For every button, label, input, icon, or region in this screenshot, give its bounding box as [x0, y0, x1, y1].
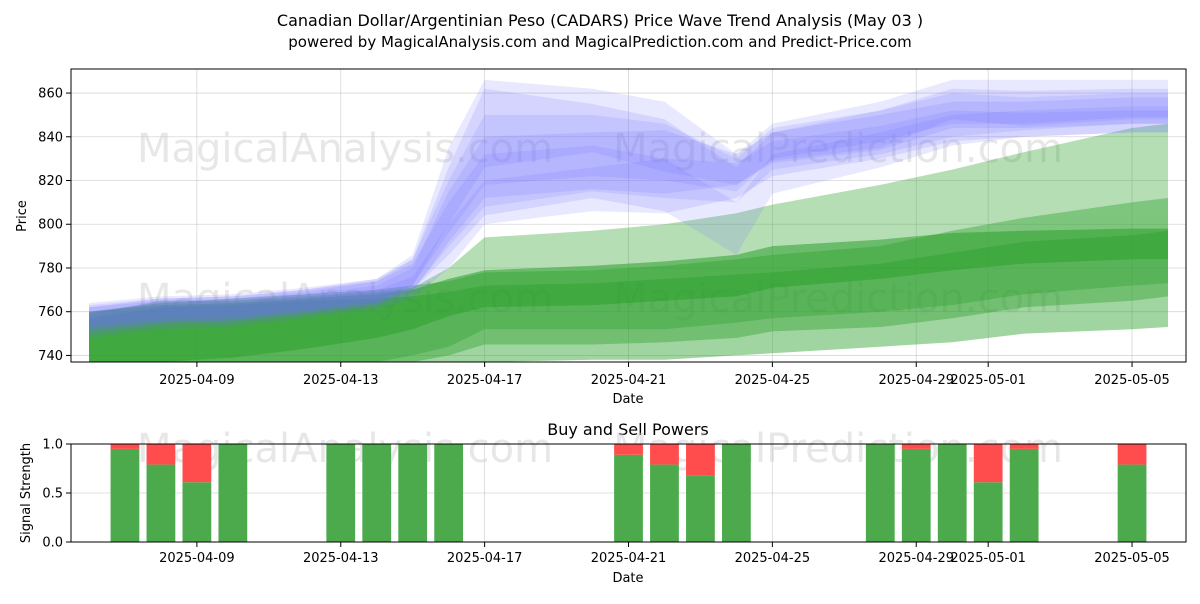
- signal-panel: Buy and Sell Powers MagicalAnalysis.com …: [19, 420, 1187, 586]
- green-band-3: [89, 228, 1168, 362]
- signal-x-tick-label: 2025-04-09: [159, 551, 235, 566]
- buy-bar: [973, 482, 1003, 542]
- watermark-prediction: MagicalPrediction.com: [613, 126, 1063, 172]
- price-gridlines: [71, 69, 1186, 362]
- price-y-tick-label: 780: [38, 261, 63, 276]
- sell-bar: [973, 444, 1003, 483]
- price-y-tick-label: 740: [38, 349, 63, 364]
- signal-y-tick-label: 0.0: [42, 536, 63, 551]
- blue-band-4: [89, 106, 1168, 327]
- sell-bar: [650, 444, 679, 465]
- signal-y-tick-label: 0.5: [42, 487, 63, 502]
- price-x-tick-label: 2025-05-01: [950, 373, 1026, 388]
- chart-subtitle: powered by MagicalAnalysis.com and Magic…: [288, 33, 912, 51]
- buy-bar: [362, 444, 392, 542]
- sell-bar: [614, 444, 643, 455]
- sell-bar: [110, 444, 140, 449]
- blue-band-1: [89, 97, 1168, 334]
- blue-band-2: [89, 93, 1168, 325]
- price-x-tick-label: 2025-05-05: [1094, 373, 1170, 388]
- price-y-axis-label: Price: [15, 200, 30, 232]
- blue-band-3: [89, 110, 1168, 338]
- signal-x-axis-label: Date: [612, 571, 643, 586]
- buy-bar: [1117, 464, 1147, 542]
- sell-bar: [1009, 444, 1039, 449]
- buy-bar: [326, 444, 356, 542]
- signal-y-ticks: 0.0 0.5 1.0: [42, 438, 71, 551]
- sell-bar: [901, 444, 931, 449]
- signal-bars: [110, 444, 1147, 542]
- buy-bar: [398, 444, 428, 542]
- sell-bar: [182, 444, 212, 483]
- chart-title: Canadian Dollar/Argentinian Peso (CADARS…: [277, 11, 923, 30]
- price-x-tick-label: 2025-04-25: [735, 373, 811, 388]
- signal-x-tick-label: 2025-04-17: [447, 551, 523, 566]
- signal-y-tick-label: 1.0: [42, 438, 63, 453]
- signal-y-axis-label: Signal Strength: [19, 443, 34, 543]
- sell-bar: [686, 444, 715, 476]
- signal-panel-title: Buy and Sell Powers: [547, 420, 709, 439]
- sell-bar: [1117, 444, 1147, 465]
- price-x-tick-label: 2025-04-21: [591, 373, 667, 388]
- price-x-tick-label: 2025-04-13: [303, 373, 379, 388]
- buy-bar: [650, 464, 679, 542]
- price-x-tick-label: 2025-04-17: [447, 373, 523, 388]
- signal-x-tick-label: 2025-04-29: [878, 551, 954, 566]
- buy-bar: [722, 444, 751, 542]
- signal-x-tick-label: 2025-05-01: [950, 551, 1026, 566]
- price-y-tick-label: 800: [38, 218, 63, 233]
- buy-bar: [614, 454, 643, 542]
- price-y-ticks: 740 760 780 800 820 840 860: [38, 87, 71, 364]
- price-y-tick-label: 760: [38, 305, 63, 320]
- sell-bar: [146, 444, 176, 465]
- buy-bar: [182, 482, 212, 542]
- price-bands: [89, 79, 1168, 362]
- buy-bar: [218, 444, 248, 542]
- price-panel: MagicalAnalysis.com MagicalPrediction.co…: [15, 68, 1187, 407]
- buy-bar: [110, 448, 140, 542]
- price-y-tick-label: 860: [38, 87, 63, 102]
- buy-bar: [434, 444, 464, 542]
- price-y-tick-label: 840: [38, 130, 63, 145]
- price-x-tick-label: 2025-04-09: [159, 373, 235, 388]
- buy-bar: [686, 475, 715, 542]
- watermark-analysis: MagicalAnalysis.com: [137, 126, 553, 172]
- blue-band-5: [89, 79, 1168, 332]
- price-x-ticks: 2025-04-09 2025-04-13 2025-04-17 2025-04-21…: [159, 362, 1170, 388]
- price-x-tick-label: 2025-04-29: [878, 373, 954, 388]
- signal-x-tick-label: 2025-05-05: [1094, 551, 1170, 566]
- blue-band-0: [89, 88, 1168, 330]
- price-x-axis-label: Date: [612, 392, 643, 407]
- signal-x-ticks: 2025-04-09 2025-04-13 2025-04-17 2025-04-21…: [159, 542, 1170, 566]
- price-y-tick-label: 820: [38, 174, 63, 189]
- signal-x-tick-label: 2025-04-25: [735, 551, 811, 566]
- buy-bar: [146, 464, 176, 542]
- signal-x-tick-label: 2025-04-21: [591, 551, 667, 566]
- buy-bar: [865, 444, 895, 542]
- signal-x-tick-label: 2025-04-13: [303, 551, 379, 566]
- buy-bar: [937, 444, 967, 542]
- buy-bar: [901, 448, 931, 542]
- buy-bar: [1009, 448, 1039, 542]
